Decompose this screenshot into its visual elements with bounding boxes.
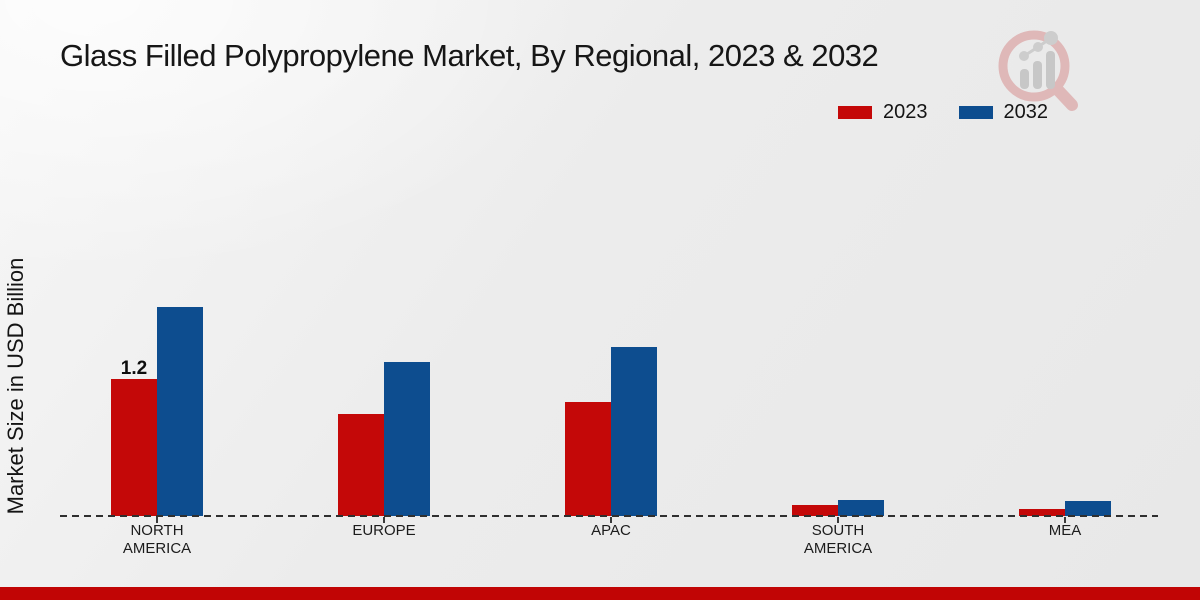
x-tick-south-america	[837, 517, 839, 523]
bar-2023-mea	[1019, 509, 1065, 516]
bar-2023-north-america	[111, 379, 157, 516]
bar-value-label-2023-north-america: 1.2	[120, 358, 148, 379]
category-label-south-america: SOUTH AMERICA	[803, 522, 873, 557]
bar-2023-apac	[565, 402, 611, 516]
x-tick-europe	[383, 517, 385, 523]
legend-item-2032: 2032	[958, 101, 1049, 123]
bar-2032-south-america	[838, 500, 884, 516]
x-tick-north-america	[156, 517, 158, 523]
legend-item-2023: 2023	[838, 102, 928, 122]
bar-2032-mea	[1065, 501, 1111, 516]
bar-2023-south-america	[792, 505, 838, 516]
category-label-north-america: NORTH AMERICA	[122, 522, 192, 557]
bar-2023-europe	[338, 414, 384, 516]
bar-2032-europe	[384, 362, 430, 516]
legend-swatch-2023	[838, 105, 872, 119]
category-label-europe: EUROPE	[352, 522, 416, 539]
x-tick-mea	[1064, 517, 1066, 523]
category-label-mea: MEA	[1048, 522, 1082, 539]
bar-2032-north-america	[157, 307, 203, 516]
legend: 2023 2032	[838, 102, 1048, 122]
footer-accent-bar	[0, 587, 1200, 600]
chart-title: Glass Filled Polypropylene Market, By Re…	[60, 38, 879, 73]
x-axis-line	[60, 515, 1158, 517]
category-label-apac: APAC	[591, 522, 631, 539]
legend-label-2032: 2032	[1003, 101, 1049, 123]
x-tick-apac	[610, 517, 612, 523]
market-research-logo-icon	[998, 30, 1078, 111]
legend-swatch-2032	[958, 105, 993, 119]
bar-2032-apac	[611, 347, 657, 516]
legend-label-2023: 2023	[883, 101, 928, 123]
